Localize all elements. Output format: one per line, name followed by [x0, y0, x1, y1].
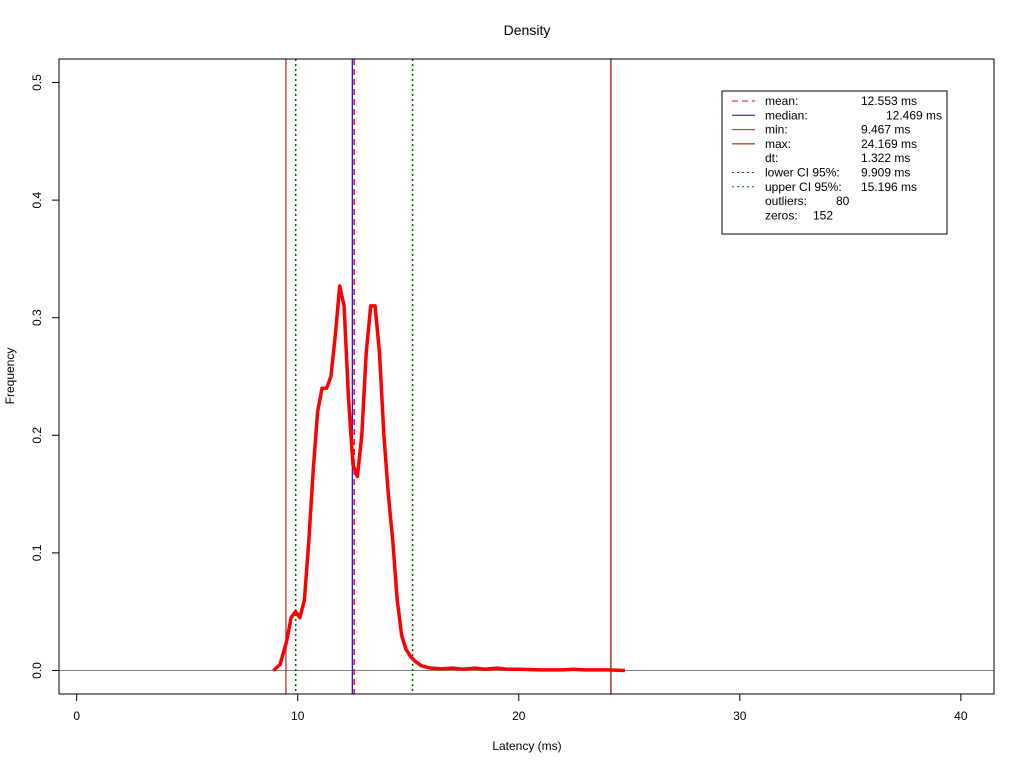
x-tick-label-1: 10: [291, 709, 305, 723]
y-tick-label-2: 0.2: [30, 427, 44, 444]
legend-value-5: 9.909 ms: [861, 166, 910, 180]
legend-box: [721, 90, 948, 235]
x-axis-label: Latency (ms): [492, 739, 561, 753]
legend-label-7: outliers:: [765, 194, 807, 208]
x-tick-label-4: 40: [954, 709, 968, 723]
y-tick-label-5: 0.5: [30, 74, 44, 91]
y-tick-label-1: 0.1: [30, 544, 44, 561]
legend-value-1: 12.469 ms: [886, 108, 942, 122]
x-tick-label-2: 20: [512, 709, 526, 723]
y-tick-label-4: 0.4: [30, 191, 44, 208]
x-tick-label-0: 0: [73, 709, 80, 723]
legend-label-2: min:: [765, 123, 788, 137]
legend-label-4: dt:: [765, 151, 778, 165]
legend-label-5: lower CI 95%:: [765, 166, 840, 180]
x-tick-label-3: 30: [733, 709, 747, 723]
legend-value-8: 152: [813, 208, 833, 222]
y-tick-label-3: 0.3: [30, 309, 44, 326]
legend-label-3: max:: [765, 137, 791, 151]
legend-label-6: upper CI 95%:: [765, 180, 842, 194]
density-curve-0: [272, 284, 625, 673]
chart-title: Density: [504, 22, 551, 38]
legend-value-4: 1.322 ms: [861, 151, 910, 165]
legend-label-8: zeros:: [765, 208, 798, 222]
legend-value-7: 80: [836, 194, 850, 208]
y-axis-label: Frequency: [3, 348, 17, 405]
legend-label-1: median:: [765, 108, 808, 122]
legend-label-0: mean:: [765, 94, 798, 108]
legend-value-0: 12.553 ms: [861, 94, 917, 108]
legend-value-3: 24.169 ms: [861, 137, 917, 151]
legend-value-2: 9.467 ms: [861, 123, 910, 137]
plot-frame: [58, 58, 995, 695]
legend-value-6: 15.196 ms: [861, 180, 917, 194]
y-tick-label-0: 0.0: [30, 662, 44, 679]
